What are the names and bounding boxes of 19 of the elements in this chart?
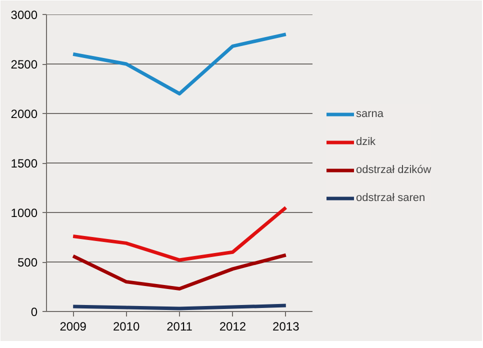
y-tick-label: 1500 [10, 156, 38, 170]
y-tick-label: 2000 [10, 107, 38, 121]
y-tick-label: 500 [17, 256, 38, 270]
legend-label: odstrzał dzików [356, 164, 432, 176]
y-tick-label: 3000 [10, 8, 38, 22]
x-tick-label: 2013 [272, 320, 300, 334]
legend-label: odstrzał saren [356, 192, 426, 204]
x-tick-label: 2011 [166, 320, 193, 334]
x-tick-label: 2012 [219, 320, 246, 334]
line-series [71, 206, 288, 262]
legend-label: dzik [356, 136, 376, 148]
legend-label: sarna [356, 108, 384, 120]
y-tick-label: 2500 [10, 58, 38, 72]
line-series [71, 253, 288, 290]
y-tick-label: 0 [30, 305, 38, 319]
x-tick-label: 2009 [60, 320, 87, 334]
line-series [71, 32, 288, 96]
y-tick-label: 1000 [10, 206, 38, 220]
x-tick-label: 2010 [112, 320, 140, 334]
